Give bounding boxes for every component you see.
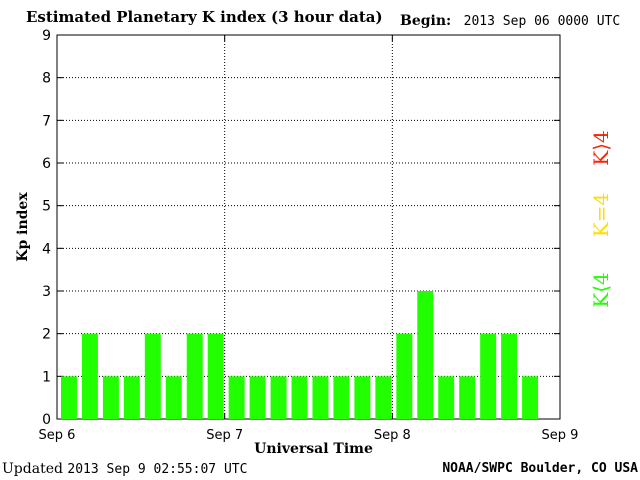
y-axis-label: Kp index <box>15 192 31 262</box>
kp-bar <box>123 376 140 419</box>
credit-text: NOAA/SWPC Boulder, CO USA <box>442 461 638 476</box>
x-tick-label: Sep 8 <box>374 428 411 443</box>
kp-bar <box>61 376 77 419</box>
begin-info: Begin: 2013 Sep 06 0000 UTC <box>400 13 620 29</box>
kp-bar <box>522 376 539 419</box>
kp-bar <box>480 333 497 419</box>
kp-bar <box>144 333 161 419</box>
kp-bar <box>333 376 350 419</box>
y-tick-label: 6 <box>42 156 51 172</box>
y-tick-label: 0 <box>42 412 51 428</box>
kp-bar <box>375 376 392 419</box>
kp-bar <box>228 376 245 419</box>
kp-bar <box>207 333 224 419</box>
x-tick-label: Sep 9 <box>542 428 579 443</box>
kp-bar <box>501 333 518 419</box>
x-tick-label: Sep 6 <box>39 428 76 443</box>
kp-bar <box>270 376 287 419</box>
kp-bar <box>396 333 413 419</box>
y-tick-label: 9 <box>42 28 51 44</box>
legend-k-above-4: K⟩4 <box>589 130 613 165</box>
legend-k-below-4: K⟨4 <box>589 272 613 307</box>
updated-value: 2013 Sep 9 02:55:07 UTC <box>67 462 248 477</box>
kp-bar <box>438 376 455 419</box>
kp-bar <box>291 376 308 419</box>
kp-bar <box>354 376 371 419</box>
legend-k-equal-4: K=4 <box>589 193 613 237</box>
plot-area <box>56 34 561 420</box>
updated-label: Updated <box>2 461 63 477</box>
y-tick-label: 2 <box>42 327 51 343</box>
x-tick-label: Sep 7 <box>206 428 243 443</box>
y-tick-label: 5 <box>42 199 51 215</box>
kp-bar <box>417 291 434 419</box>
y-tick-label: 1 <box>42 369 51 385</box>
begin-label: Begin: <box>400 13 452 29</box>
kp-bar <box>186 333 203 419</box>
kp-bar <box>459 376 476 419</box>
begin-value: 2013 Sep 06 0000 UTC <box>463 14 621 29</box>
kp-bar <box>165 376 182 419</box>
kp-bar <box>249 376 266 419</box>
y-tick-label: 8 <box>42 71 51 87</box>
y-tick-label: 4 <box>42 241 51 257</box>
y-tick-label: 7 <box>42 113 51 129</box>
chart-title: Estimated Planetary K index (3 hour data… <box>26 8 383 26</box>
y-tick-label: 3 <box>42 284 51 300</box>
kp-bar <box>102 376 119 419</box>
kp-bar <box>81 333 98 419</box>
x-axis-label: Universal Time <box>254 441 373 457</box>
kp-bar <box>312 376 329 419</box>
updated-info: Updated 2013 Sep 9 02:55:07 UTC <box>2 461 247 477</box>
